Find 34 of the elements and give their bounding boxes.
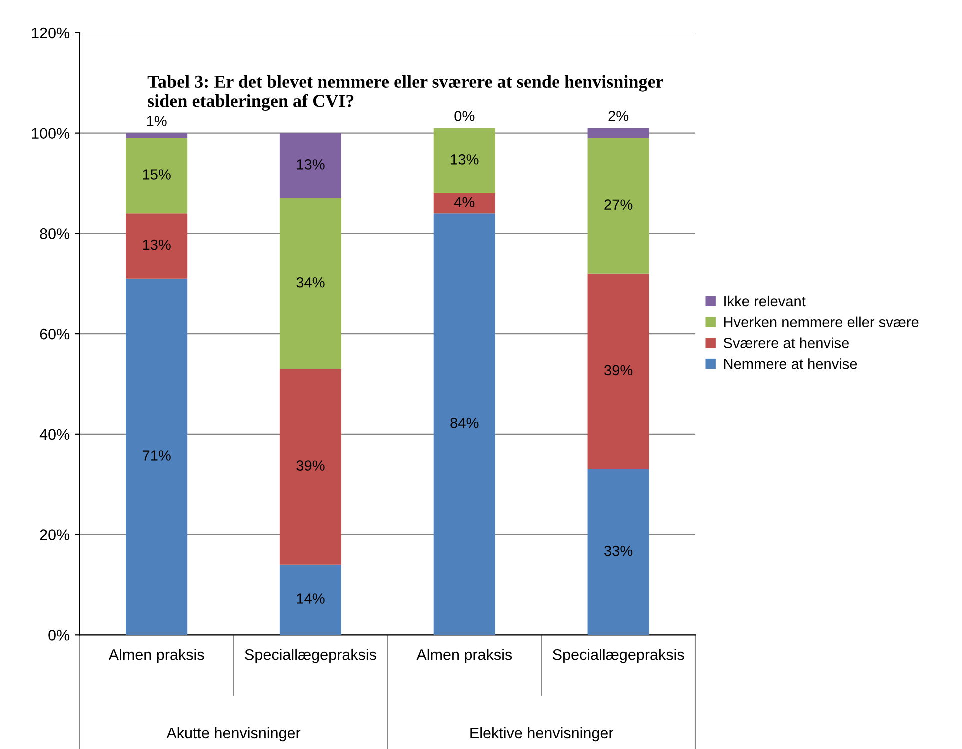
legend-label: Ikke relevant	[724, 296, 806, 307]
data-label: 13%	[297, 160, 325, 170]
x-tick-label: Almen praksis	[416, 649, 512, 664]
data-label: 2%	[608, 111, 629, 122]
data-label: 71%	[142, 450, 171, 461]
data-label: 14%	[297, 594, 325, 604]
y-tick-label: 0%	[48, 630, 70, 641]
data-label: 33%	[604, 546, 633, 556]
text: Tabel 3: Er det blevet nemmere eller sværere at sende henvisninger siden etableringen af CVI?	[148, 75, 664, 112]
data-label: 39%	[296, 460, 325, 471]
data-label: 27%	[604, 200, 633, 210]
data-label: 84%	[450, 418, 479, 428]
y-tick-label: 80%	[40, 228, 70, 240]
data-label: 39%	[604, 365, 633, 376]
data-label: 0%	[454, 111, 475, 122]
x-tick-label: Speciallægepraksis	[553, 649, 684, 664]
data-label: 13%	[451, 154, 479, 165]
y-tick-label: 100%	[32, 128, 70, 140]
data-label: 13%	[143, 240, 171, 250]
x-tick-label: Almen praksis	[108, 649, 204, 664]
x-tick-label: Speciallægepraksis	[245, 649, 376, 664]
text: Akutte henvisninger	[166, 727, 301, 742]
data-label: 15%	[143, 170, 171, 180]
y-tick-label: 60%	[40, 328, 70, 340]
data-label: 4%	[454, 197, 475, 208]
y-tick-label: 20%	[40, 530, 70, 540]
legend-label: Hverken nemmere eller svære	[724, 316, 919, 328]
y-tick-label: 120%	[32, 28, 70, 39]
data-label: 34%	[296, 277, 325, 288]
legend-label: Sværere at henvise	[724, 338, 850, 348]
data-label: 1%	[147, 116, 167, 126]
y-tick-label: 40%	[40, 429, 70, 440]
legend-label: Nemmere at henvise	[724, 358, 858, 370]
text: Elektive henvisninger	[470, 727, 614, 742]
